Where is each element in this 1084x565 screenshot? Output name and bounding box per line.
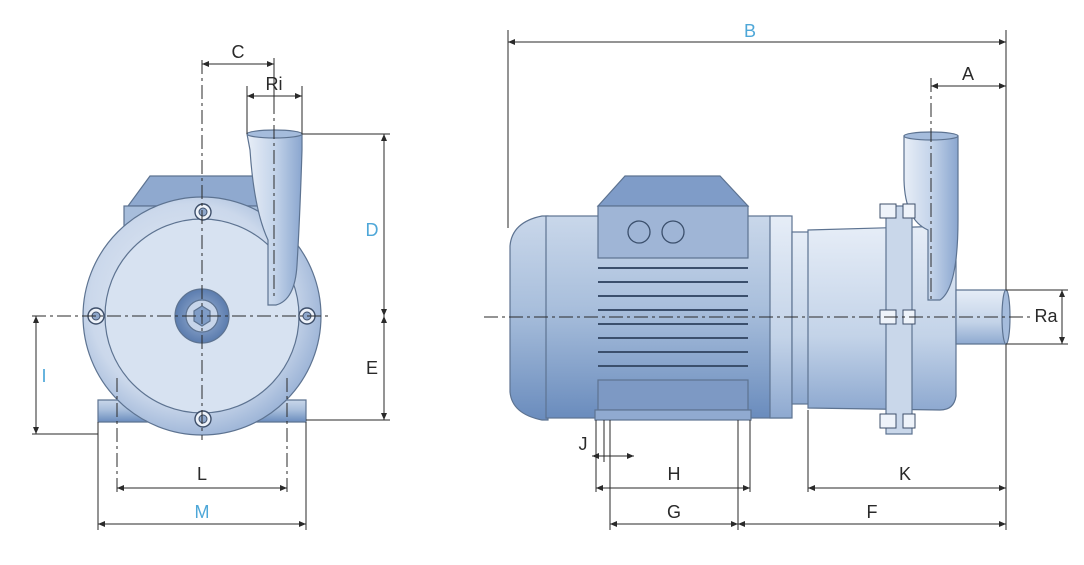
dimension-arrowhead [731, 521, 738, 527]
dimension-arrowhead [299, 521, 306, 527]
dimension-arrowhead [33, 316, 39, 323]
label-K: K [899, 464, 911, 484]
dimension-arrowhead [508, 39, 515, 45]
label-H: H [668, 464, 681, 484]
front-bolt-top [194, 203, 212, 221]
label-A: A [962, 64, 974, 84]
dimension-arrowhead [999, 485, 1006, 491]
side-fan-cover [509, 215, 549, 421]
label-M: M [195, 502, 210, 522]
label-J: J [579, 434, 588, 454]
dimension-arrowhead [743, 485, 750, 491]
dimension-arrowhead [202, 61, 209, 67]
label-Ri: Ri [266, 74, 283, 94]
dimension-arrowhead [592, 453, 599, 459]
dimension-arrowhead [381, 316, 387, 323]
label-F: F [867, 502, 878, 522]
dimension-arrowhead [381, 309, 387, 316]
dimension-arrowhead [33, 427, 39, 434]
dimension-arrowhead [280, 485, 287, 491]
label-G: G [667, 502, 681, 522]
dimension-arrowhead [1059, 337, 1065, 344]
side-bracket [791, 231, 811, 405]
side-cable-gland-1 [627, 220, 651, 244]
side-motor-foot-block [597, 379, 749, 411]
label-I: I [41, 366, 46, 386]
side-dimensions [507, 30, 1068, 530]
dimension-arrowhead [117, 485, 124, 491]
label-Ra: Ra [1034, 306, 1058, 326]
label-B: B [744, 21, 756, 41]
side-terminal-box [597, 205, 749, 259]
side-outlet-pipe [903, 135, 959, 301]
dimension-arrowhead [627, 453, 634, 459]
label-C: C [232, 42, 245, 62]
dimension-arrowhead [999, 39, 1006, 45]
label-D: D [366, 220, 379, 240]
dimension-arrowhead [999, 83, 1006, 89]
dimension-arrowhead [738, 521, 745, 527]
front-bolt-bottom [194, 410, 212, 428]
label-L: L [197, 464, 207, 484]
dimension-arrowhead [610, 521, 617, 527]
side-terminal-box-lid [596, 175, 750, 207]
dimension-arrowhead [98, 521, 105, 527]
dimension-arrowhead [381, 134, 387, 141]
dimension-arrowhead [247, 93, 254, 99]
dimension-arrowhead [931, 83, 938, 89]
dimension-arrowhead [267, 61, 274, 67]
front-view [32, 60, 330, 495]
side-cable-gland-2 [661, 220, 685, 244]
side-flange-bolts [879, 203, 916, 429]
dimension-arrowhead [381, 413, 387, 420]
side-cooling-ribs [598, 267, 748, 367]
dimension-arrowhead [999, 521, 1006, 527]
side-view [484, 78, 1030, 435]
dimension-arrowhead [808, 485, 815, 491]
dimension-labels: C Ri D E I L M B A Ra J H G F K [41, 21, 1058, 522]
front-dimensions [32, 58, 390, 530]
label-E: E [366, 358, 378, 378]
side-motor-foot [594, 409, 752, 421]
dimension-arrowhead [1059, 290, 1065, 297]
dimension-arrowhead [295, 93, 302, 99]
dimension-arrowhead [596, 485, 603, 491]
